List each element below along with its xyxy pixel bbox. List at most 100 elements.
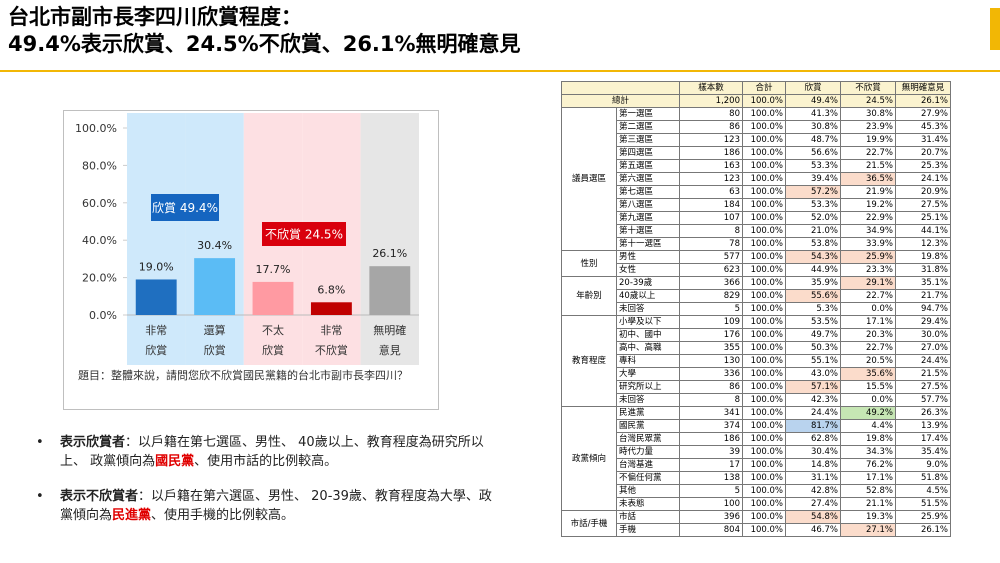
value-cell: 100.0% xyxy=(742,419,786,433)
x-tick-label: 還算 欣賞 xyxy=(203,324,226,357)
row-label: 第九選區 xyxy=(616,211,680,225)
row-label: 20-39歲 xyxy=(616,276,680,290)
bar xyxy=(369,266,411,315)
value-cell: 22.9% xyxy=(840,211,896,225)
value-cell: 4.4% xyxy=(840,419,896,433)
value-cell: 355 xyxy=(679,341,743,355)
row-label: 第十選區 xyxy=(616,224,680,238)
data-row: 台灣基進 17 100.0% 14.8% 76.2% 9.0% xyxy=(562,458,951,472)
annotation-box xyxy=(262,222,346,246)
row-label: 小學及以下 xyxy=(616,315,680,329)
crosstab: 樣本數 合計 欣賞 不欣賞 無明確意見 總計 1,200 100.0% 49.4% 24.5% 26… xyxy=(561,81,951,537)
value-cell: 21.1% xyxy=(840,497,896,511)
value-cell: 44.1% xyxy=(895,224,951,238)
value-cell: 76.2% xyxy=(840,458,896,472)
data-row: 國民黨 374 100.0% 81.7% 4.4% 13.9% xyxy=(562,419,951,433)
data-row: 未回答 5 100.0% 5.3% 0.0% 94.7% xyxy=(562,302,951,316)
value-cell: 86 xyxy=(679,120,743,134)
header-cell: 無明確意見 xyxy=(895,81,951,95)
data-row: 政黨傾向 民進黨 341 100.0% 24.4% 49.2% 26.3% xyxy=(561,406,951,511)
value-cell: 54.3% xyxy=(785,250,841,264)
value-cell: 14.8% xyxy=(785,458,841,472)
value-cell: 100.0% xyxy=(742,523,786,537)
data-row: 不偏任何黨 138 100.0% 31.1% 17.1% 51.8% xyxy=(562,471,951,485)
value-cell: 366 xyxy=(679,276,743,290)
value-cell: 57.7% xyxy=(895,393,951,407)
value-cell: 374 xyxy=(679,419,743,433)
value-cell: 100.0% xyxy=(742,497,786,511)
value-cell: 86 xyxy=(679,380,743,394)
value-cell: 19.9% xyxy=(840,133,896,147)
chart: 0.0% 20.0% 40.0% 60.0% 80.0% 100.0% 19.0% 30.4%… xyxy=(75,113,419,365)
value-cell: 25.9% xyxy=(840,250,896,264)
row-label: 未回答 xyxy=(616,302,680,316)
value-label: 30.4% xyxy=(197,239,232,252)
value-cell: 55.6% xyxy=(785,289,841,303)
data-row: 第九選區 107 100.0% 52.0% 22.9% 25.1% xyxy=(562,211,951,225)
value-cell: 17.4% xyxy=(895,432,951,446)
value-cell: 20.3% xyxy=(840,328,896,342)
header-cell: 合計 xyxy=(742,81,786,95)
value-cell: 25.9% xyxy=(895,510,951,524)
bullet-body: 、使用手機的比例較高。 xyxy=(151,508,295,523)
value-cell: 21.9% xyxy=(840,185,896,199)
value-cell: 34.9% xyxy=(840,224,896,238)
value-cell: 27.5% xyxy=(895,198,951,212)
value-cell: 21.7% xyxy=(895,289,951,303)
value-cell: 30.8% xyxy=(840,107,896,121)
y-tick-label: 20.0% xyxy=(82,272,117,285)
value-cell: 100.0% xyxy=(742,328,786,342)
value-cell: 24.4% xyxy=(895,354,951,368)
value-cell: 5 xyxy=(679,302,743,316)
data-row: 第三選區 123 100.0% 48.7% 19.9% 31.4% xyxy=(562,133,951,147)
value-cell: 35.6% xyxy=(840,367,896,381)
value-cell: 94.7% xyxy=(895,302,951,316)
row-label: 男性 xyxy=(616,250,680,264)
value-cell: 30.8% xyxy=(785,120,841,134)
title-line: 49.4%表示欣賞、24.5%不欣賞、26.1%無明確意見 xyxy=(8,32,521,56)
value-cell: 19.8% xyxy=(895,250,951,264)
value-cell: 78 xyxy=(679,237,743,251)
value-cell: 100.0% xyxy=(742,159,786,173)
value-cell: 100.0% xyxy=(742,224,786,238)
value-cell: 100.0% xyxy=(742,120,786,134)
value-cell: 163 xyxy=(679,159,743,173)
row-label: 研究所以上 xyxy=(616,380,680,394)
value-cell: 39.4% xyxy=(785,172,841,186)
value-cell: 24.4% xyxy=(785,406,841,420)
data-row: 第十一選區 78 100.0% 53.8% 33.9% 12.3% xyxy=(562,237,951,251)
value-cell: 33.9% xyxy=(840,237,896,251)
annotation: 不欣賞 24.5% xyxy=(265,228,343,242)
header-rule xyxy=(0,70,1000,72)
value-cell: 100.0% xyxy=(742,406,786,420)
row-label: 國民黨 xyxy=(616,419,680,433)
value-cell: 100.0% xyxy=(742,172,786,186)
value-cell: 396 xyxy=(679,510,743,524)
bullet-text: 表示不欣賞者：以戶籍在第六選區、男性、 20-39歲、教育程度為大學、政黨傾向為… xyxy=(60,487,496,525)
row-label: 第三選區 xyxy=(616,133,680,147)
value-cell: 5.3% xyxy=(785,302,841,316)
value-cell: 53.8% xyxy=(785,237,841,251)
value-cell: 25.3% xyxy=(895,159,951,173)
bullet-body: ：以戶籍在第七選區、男性、 40歲以上、教育程度為研究所以上、 政黨傾向為 xyxy=(60,435,484,469)
data-row: 議員選區 第一選區 80 100.0% 41.3% 30.8% 27.9% xyxy=(561,107,951,251)
y-tick-label: 40.0% xyxy=(82,234,117,247)
data-row: 專科 130 100.0% 55.1% 20.5% 24.4% xyxy=(562,354,951,368)
data-row: 第八選區 184 100.0% 53.3% 19.2% 27.5% xyxy=(562,198,951,212)
x-tick-label: 不太 欣賞 xyxy=(262,324,284,357)
value-cell: 577 xyxy=(679,250,743,264)
value-cell: 100.0% xyxy=(742,302,786,316)
row-label: 女性 xyxy=(616,263,680,277)
value-cell: 0.0% xyxy=(840,302,896,316)
value-cell: 623 xyxy=(679,263,743,277)
value-cell: 23.9% xyxy=(840,120,896,134)
group-label: 市話/手機 xyxy=(561,510,617,537)
value-cell: 41.3% xyxy=(785,107,841,121)
group-label: 議員選區 xyxy=(561,107,617,251)
total-cell: 總計 xyxy=(561,94,680,108)
value-cell: 27.4% xyxy=(785,497,841,511)
bullet-label: 表示欣賞者 xyxy=(60,435,126,450)
annotation-box xyxy=(151,194,219,221)
value-cell: 8 xyxy=(679,224,743,238)
